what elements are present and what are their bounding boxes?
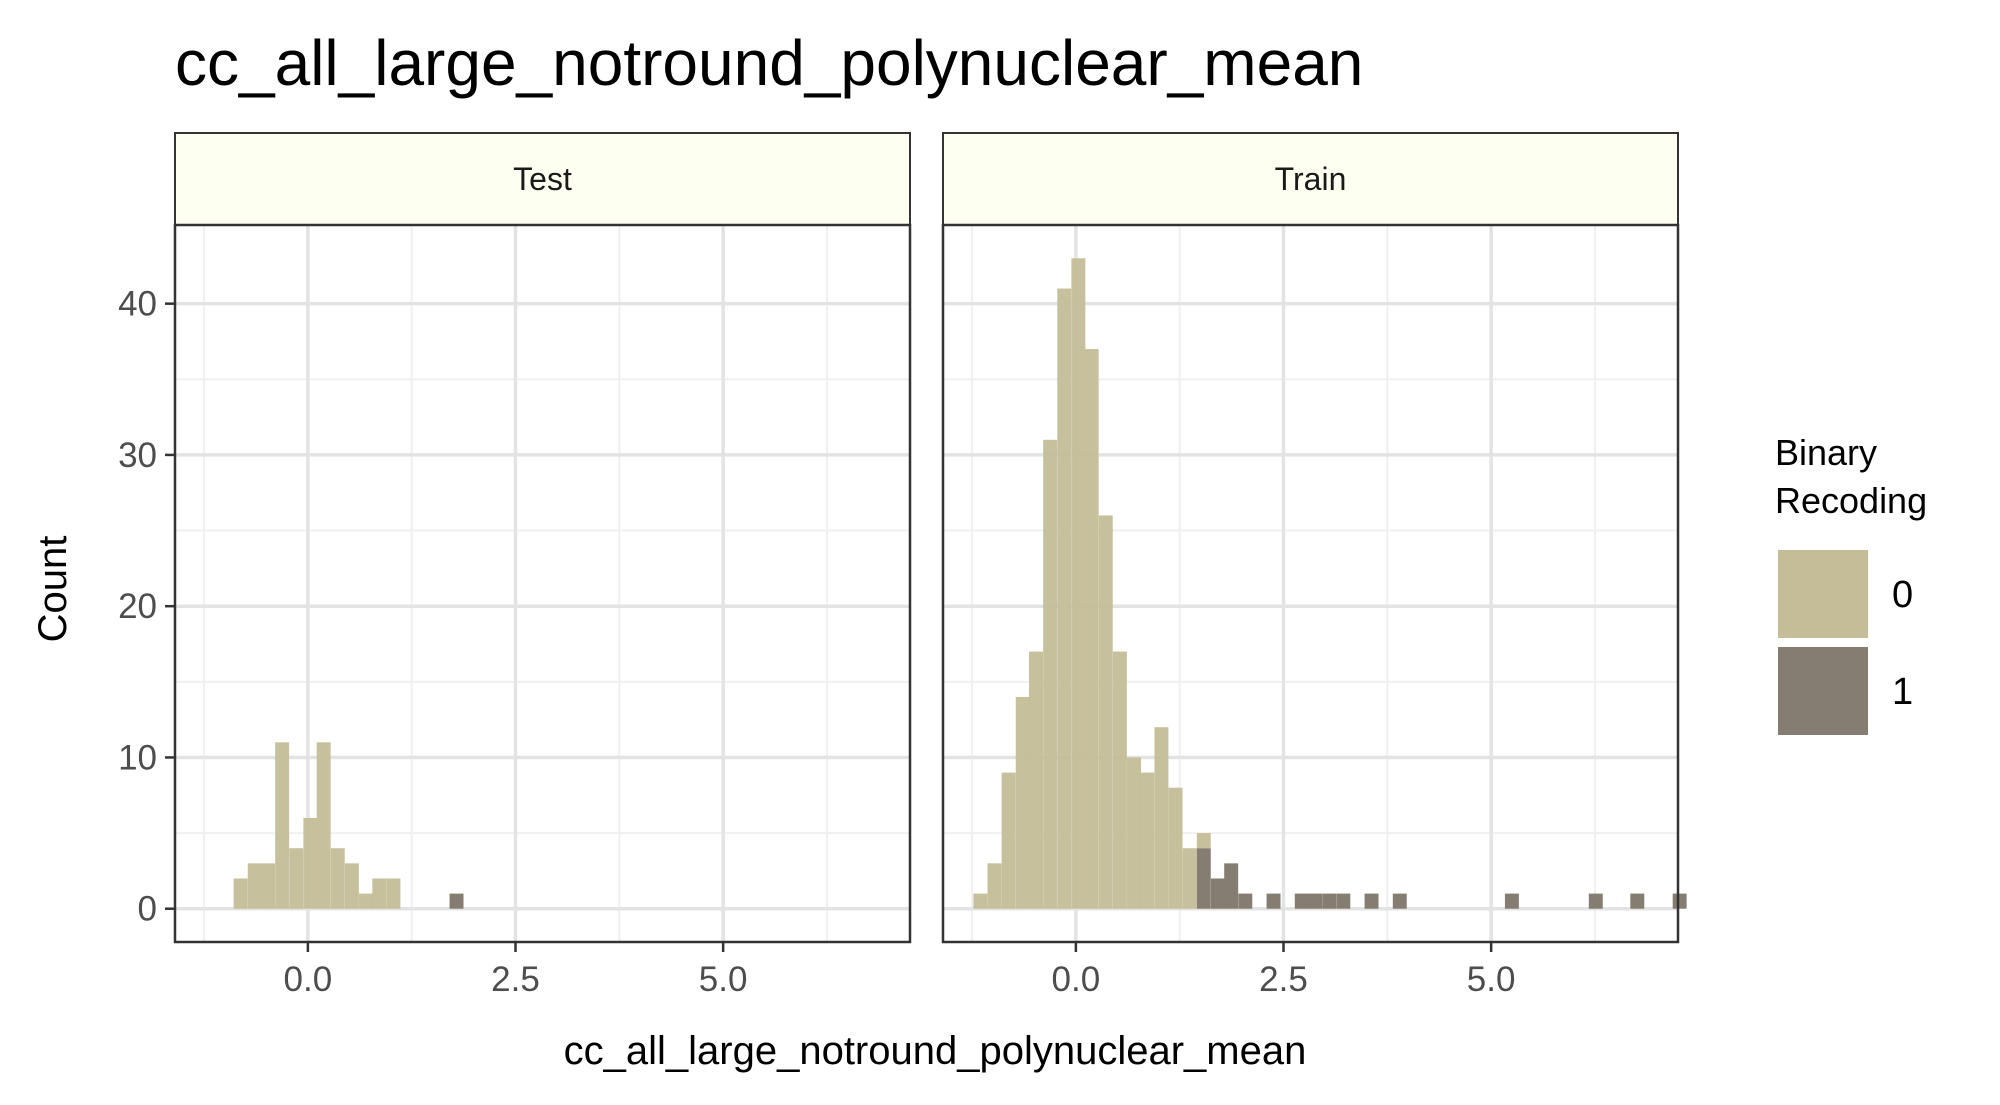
facet-panel: Train 0.0 2.5 5.0 [941, 132, 1687, 999]
bar-class-0 [275, 742, 290, 909]
bar-class-0 [330, 848, 345, 909]
x-tick-label: 0.0 [284, 960, 333, 999]
bar-class-1 [1588, 893, 1603, 909]
legend-title: Recoding [1775, 480, 1927, 521]
bar-class-0 [1154, 727, 1169, 909]
x-tick-label: 0.0 [1052, 960, 1101, 999]
bar-class-0 [1127, 757, 1141, 909]
bar-class-0 [1112, 651, 1127, 909]
x-tick-label: 2.5 [491, 960, 540, 999]
bar-class-1 [1630, 893, 1645, 909]
bar-class-0 [344, 863, 359, 909]
plot-background [175, 225, 910, 942]
bar-class-1 [1294, 893, 1309, 909]
bar-class-1 [1266, 893, 1281, 909]
bar-class-1 [1392, 893, 1407, 909]
bar-class-1 [1336, 893, 1351, 909]
bar-class-0 [316, 742, 331, 909]
facet-strip-label: Test [513, 161, 572, 197]
facet-panel: Test 0.0 2.5 5.0 0 10 20 30 40 [118, 132, 912, 999]
y-tick-label: 30 [118, 436, 157, 475]
y-tick-label: 40 [118, 285, 157, 324]
bar-class-1 [1672, 893, 1687, 909]
chart-title: cc_all_large_notround_polynuclear_mean [175, 27, 1363, 99]
x-axis-label: cc_all_large_notround_polynuclear_mean [564, 1029, 1307, 1073]
bar-class-0 [1140, 772, 1155, 909]
y-tick-label: 0 [138, 890, 157, 929]
bar-class-0 [1001, 772, 1016, 909]
legend-title: Binary [1775, 432, 1877, 473]
bar-class-1 [1196, 848, 1211, 909]
bar-class-1 [1364, 893, 1379, 909]
bar-class-0 [261, 863, 275, 909]
bar-class-1 [1322, 893, 1337, 909]
facet-strip [174, 132, 911, 226]
bar-class-0 [372, 878, 387, 909]
bar-class-0 [1043, 439, 1058, 909]
bar-class-0 [289, 848, 304, 909]
legend-key [1778, 550, 1868, 638]
bar-class-0 [1196, 833, 1211, 849]
bar-class-1 [1210, 878, 1225, 909]
bar-class-0 [386, 878, 401, 909]
bar-class-0 [359, 893, 373, 909]
y-tick-label: 20 [118, 587, 157, 626]
bar-class-0 [247, 863, 262, 909]
bar-class-0 [303, 817, 318, 909]
facet-panels: Test 0.0 2.5 5.0 0 10 20 30 40 Train 0.0 2.5 5.0 [118, 132, 1687, 999]
bar-class-1 [1238, 893, 1253, 909]
bar-class-1 [1504, 893, 1519, 909]
bar-class-0 [1098, 515, 1113, 909]
legend-key [1778, 647, 1868, 735]
bar-class-0 [1015, 696, 1030, 909]
legend-label: 0 [1892, 574, 1913, 616]
bar-class-0 [233, 878, 248, 909]
bar-class-0 [1057, 288, 1072, 909]
bar-class-1 [1224, 863, 1239, 909]
bar-class-1 [449, 893, 464, 909]
facet-strip-label: Train [1275, 161, 1347, 197]
bar-class-0 [987, 863, 1002, 909]
legend: Binary Recoding 0 1 [1775, 432, 1927, 735]
y-axis-label: Count [31, 536, 75, 643]
panel-border [941, 223, 1680, 944]
bar-class-0 [1182, 848, 1197, 909]
facet-strip [942, 132, 1679, 226]
x-tick-label: 5.0 [699, 960, 748, 999]
bar-class-0 [1029, 651, 1043, 909]
bar-class-0 [1168, 787, 1183, 909]
bar-class-0 [1084, 349, 1099, 909]
legend-label: 1 [1892, 671, 1913, 713]
x-tick-label: 2.5 [1259, 960, 1308, 999]
bar-class-0 [973, 893, 988, 909]
x-tick-label: 5.0 [1467, 960, 1516, 999]
y-tick-label: 10 [118, 738, 157, 777]
bar-class-0 [1071, 258, 1086, 909]
bar-class-1 [1308, 893, 1323, 909]
panel-border [173, 223, 912, 944]
